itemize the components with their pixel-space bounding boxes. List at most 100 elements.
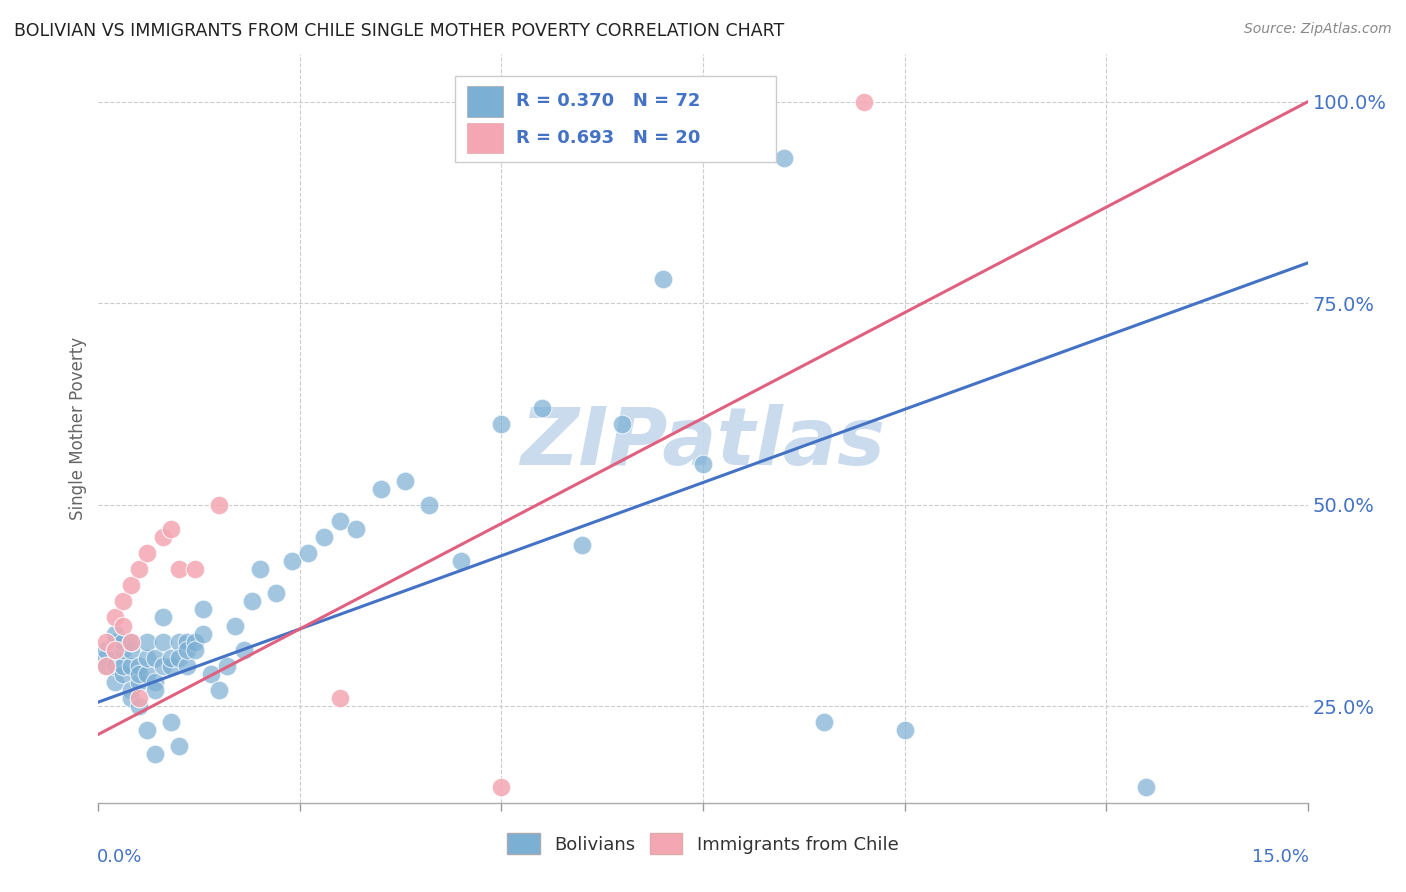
Point <box>111 666 134 681</box>
Point <box>450 554 472 568</box>
Point <box>120 683 142 698</box>
Point <box>530 401 553 415</box>
Point <box>103 626 125 640</box>
Point <box>160 650 183 665</box>
Point <box>491 780 513 794</box>
Point <box>297 546 319 560</box>
Point <box>128 658 150 673</box>
Text: 0.0%: 0.0% <box>97 847 142 866</box>
Point <box>893 723 915 738</box>
Point <box>167 739 190 754</box>
Point <box>692 458 714 472</box>
Point <box>111 594 134 608</box>
Point <box>167 634 190 648</box>
Point <box>264 586 287 600</box>
Y-axis label: Single Mother Poverty: Single Mother Poverty <box>69 336 87 520</box>
Text: R = 0.693   N = 20: R = 0.693 N = 20 <box>516 129 700 147</box>
Point <box>853 95 876 109</box>
Point <box>184 642 207 657</box>
Point <box>96 658 118 673</box>
Point <box>120 634 142 648</box>
Point <box>200 666 222 681</box>
Point <box>103 642 125 657</box>
Legend: Bolivians, Immigrants from Chile: Bolivians, Immigrants from Chile <box>501 826 905 861</box>
FancyBboxPatch shape <box>456 76 776 162</box>
Point <box>143 650 166 665</box>
Text: R = 0.370   N = 72: R = 0.370 N = 72 <box>516 93 700 111</box>
Point <box>418 498 440 512</box>
Text: 15.0%: 15.0% <box>1251 847 1309 866</box>
Point <box>208 683 231 698</box>
Point <box>571 538 593 552</box>
Point <box>281 554 304 568</box>
Point <box>184 562 207 576</box>
Point <box>314 530 336 544</box>
Point <box>135 666 157 681</box>
Point <box>96 634 118 648</box>
Point <box>193 626 215 640</box>
Point <box>103 634 125 648</box>
Point <box>240 594 263 608</box>
Point <box>103 610 125 624</box>
Point <box>160 522 183 536</box>
Point <box>96 650 118 665</box>
Point <box>232 642 254 657</box>
Point <box>103 675 125 690</box>
Point <box>120 691 142 706</box>
Point <box>120 658 142 673</box>
Point <box>135 723 157 738</box>
Point <box>329 691 352 706</box>
Point <box>167 562 190 576</box>
Point <box>217 658 239 673</box>
Point <box>152 610 174 624</box>
Point <box>249 820 271 834</box>
Point <box>176 642 198 657</box>
Point <box>135 634 157 648</box>
Point <box>772 151 794 165</box>
Point <box>176 658 198 673</box>
Point <box>193 602 215 616</box>
Point <box>224 618 246 632</box>
Point <box>152 634 174 648</box>
Point <box>111 618 134 632</box>
Point <box>103 642 125 657</box>
Point <box>344 522 367 536</box>
Point <box>143 683 166 698</box>
Point <box>111 658 134 673</box>
Point <box>491 417 513 431</box>
Point <box>370 482 392 496</box>
Point <box>135 546 157 560</box>
Point <box>167 650 190 665</box>
Point <box>249 562 271 576</box>
Point <box>120 642 142 657</box>
Point <box>152 530 174 544</box>
Point <box>120 634 142 648</box>
Point <box>128 699 150 714</box>
Point <box>208 498 231 512</box>
Text: BOLIVIAN VS IMMIGRANTS FROM CHILE SINGLE MOTHER POVERTY CORRELATION CHART: BOLIVIAN VS IMMIGRANTS FROM CHILE SINGLE… <box>14 22 785 40</box>
Point <box>96 658 118 673</box>
Point <box>394 474 416 488</box>
Point <box>135 650 157 665</box>
Point <box>128 562 150 576</box>
Point <box>128 691 150 706</box>
Point <box>813 715 835 730</box>
FancyBboxPatch shape <box>467 123 503 153</box>
Point <box>612 417 634 431</box>
Point <box>651 272 673 286</box>
Point <box>184 634 207 648</box>
Point <box>111 642 134 657</box>
Point <box>128 666 150 681</box>
Point <box>1135 780 1157 794</box>
Point <box>128 675 150 690</box>
Point <box>160 658 183 673</box>
Text: ZIPatlas: ZIPatlas <box>520 404 886 483</box>
Point <box>329 514 352 528</box>
Point <box>120 578 142 592</box>
Point <box>176 634 198 648</box>
Point <box>143 675 166 690</box>
Point <box>152 658 174 673</box>
Point <box>96 642 118 657</box>
FancyBboxPatch shape <box>467 86 503 117</box>
Text: Source: ZipAtlas.com: Source: ZipAtlas.com <box>1244 22 1392 37</box>
